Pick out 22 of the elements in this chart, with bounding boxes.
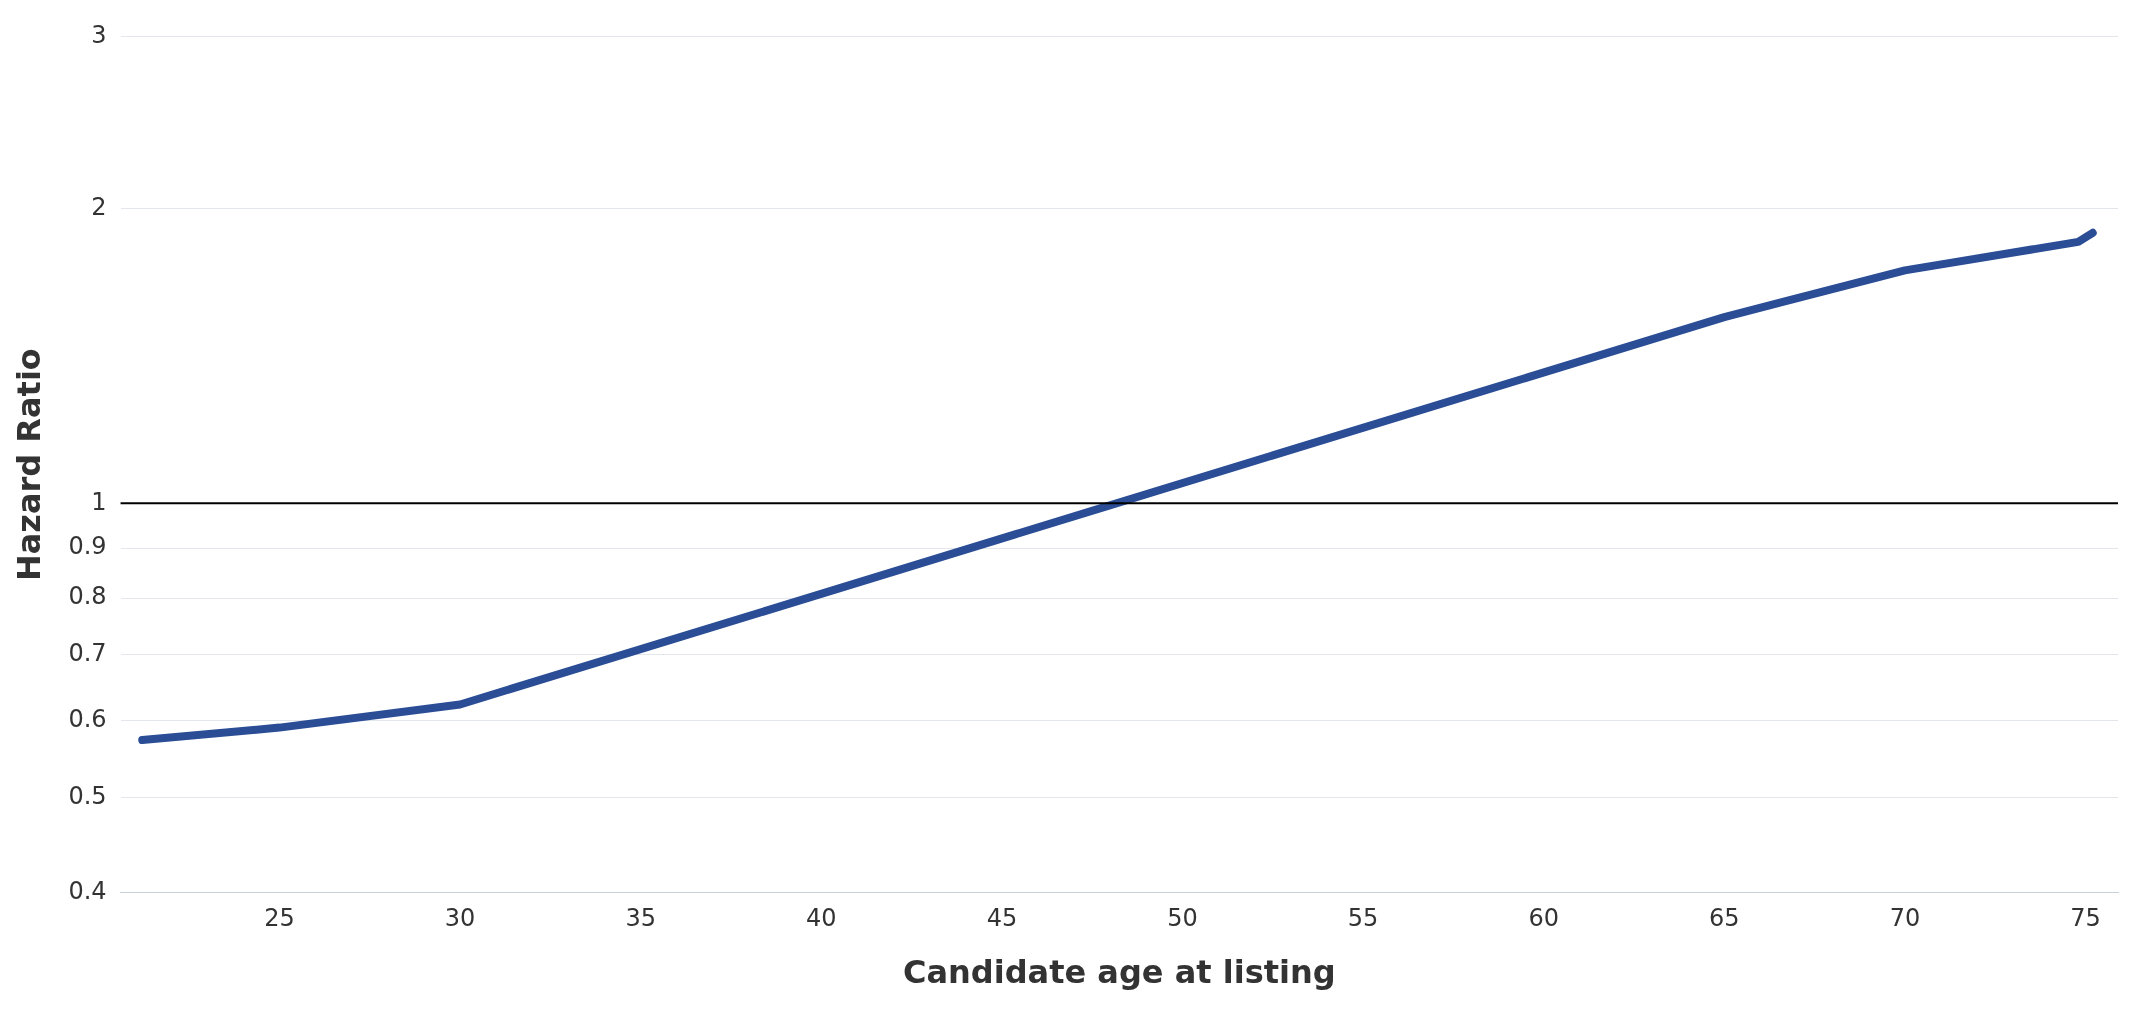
y-tick-label: 2 [91, 192, 107, 221]
x-tick-label: 50 [1167, 904, 1198, 933]
x-tick-label: 55 [1347, 904, 1379, 933]
x-tick-label: 45 [986, 904, 1018, 933]
x-tick-label: 75 [2070, 904, 2101, 933]
y-tick-label: 0.6 [68, 704, 107, 733]
y-tick-label: 0.8 [68, 582, 107, 611]
y-tick-label: 0.4 [68, 877, 107, 906]
y-tick-label: 0.9 [68, 532, 107, 561]
x-tick-label: 40 [806, 904, 837, 933]
y-tick-label: 3 [91, 20, 107, 49]
x-tick-label: 65 [1709, 904, 1740, 933]
x-axis-title: Candidate age at listing [902, 953, 1336, 992]
y-tick-label: 0.5 [68, 782, 107, 811]
y-axis-title: Hazard Ratio [9, 348, 48, 582]
x-tick-label: 30 [444, 904, 476, 933]
x-tick-label: 70 [1889, 904, 1921, 933]
x-tick-label: 35 [625, 904, 656, 933]
y-tick-label: 0.7 [68, 639, 107, 668]
x-tick-label: 25 [264, 904, 295, 933]
x-tick-label: 60 [1528, 904, 1559, 933]
y-tick-label: 1 [91, 487, 107, 516]
